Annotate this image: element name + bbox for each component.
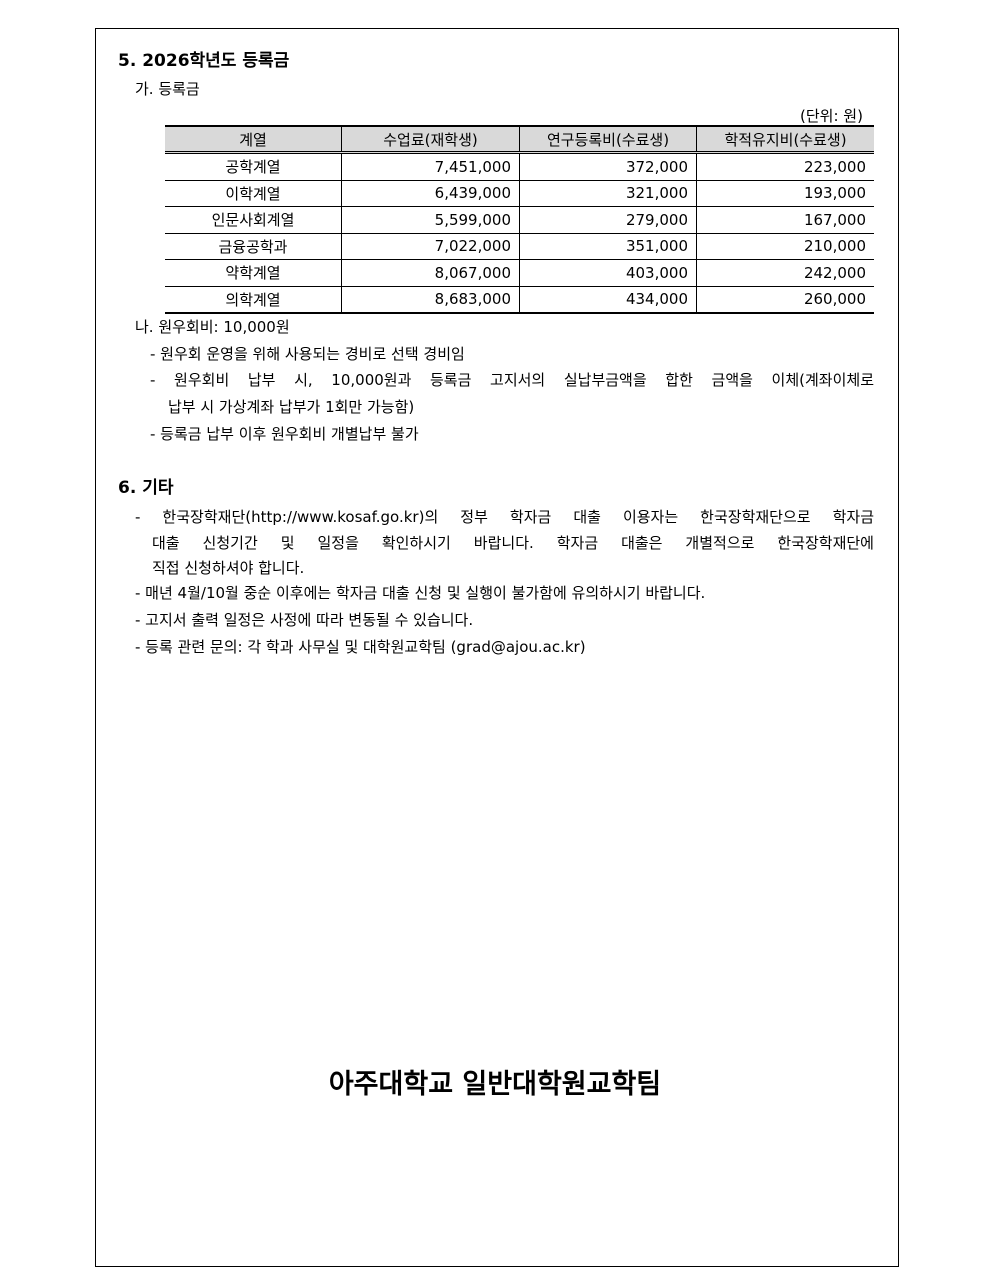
- bullet: - 원우회비 납부 시, 10,000원과 등록금 고지서의 실납부금액을 합한…: [150, 371, 874, 389]
- table-cell: 434,000: [519, 286, 697, 314]
- table-cell: 8,067,000: [341, 259, 520, 287]
- table-row: 인문사회계열 5,599,000 279,000 167,000: [165, 206, 874, 234]
- table-cell: 8,683,000: [341, 286, 520, 314]
- table-cell: 167,000: [696, 206, 874, 234]
- table-cell: 403,000: [519, 259, 697, 287]
- table-cell: 공학계열: [165, 152, 342, 181]
- bullet: - 원우회 운영을 위해 사용되는 경비로 선택 경비임: [150, 345, 465, 363]
- table-cell: 210,000: [696, 233, 874, 260]
- table-row: 금융공학과 7,022,000 351,000 210,000: [165, 233, 874, 260]
- subheading-b: 나. 원우회비: 10,000원: [135, 318, 290, 336]
- page-border: [95, 28, 899, 1267]
- table-cell: 이학계열: [165, 180, 342, 207]
- note-line: - 매년 4월/10월 중순 이후에는 학자금 대출 신청 및 실행이 불가함에…: [135, 584, 706, 602]
- tuition-table: 계열 수업료(재학생) 연구등록비(수료생) 학적유지비(수료생) 공학계열 7,…: [165, 125, 874, 314]
- table-cell: 279,000: [519, 206, 697, 234]
- table-row: 약학계열 8,067,000 403,000 242,000: [165, 259, 874, 287]
- table-cell: 약학계열: [165, 259, 342, 287]
- col-header: 연구등록비(수료생): [519, 125, 697, 154]
- table-cell: 6,439,000: [341, 180, 520, 207]
- table-cell: 351,000: [519, 233, 697, 260]
- table-row: 공학계열 7,451,000 372,000 223,000: [165, 152, 874, 181]
- bullet: - 등록금 납부 이후 원우회비 개별납부 불가: [150, 425, 419, 443]
- col-header: 학적유지비(수료생): [696, 125, 874, 154]
- col-header: 수업료(재학생): [341, 125, 520, 154]
- note-line: - 고지서 출력 일정은 사정에 따라 변동될 수 있습니다.: [135, 611, 474, 629]
- table-row: 이학계열 6,439,000 321,000 193,000: [165, 180, 874, 207]
- unit-label: (단위: 원): [800, 107, 863, 125]
- footer-signature: 아주대학교 일반대학원교학팀: [328, 1069, 662, 1100]
- subheading-a: 가. 등록금: [135, 80, 200, 98]
- bullet-continued: 납부 시 가상계좌 납부가 1회만 가능함): [168, 398, 415, 416]
- note-line: - 한국장학재단(http://www.kosaf.go.kr)의 정부 학자금…: [135, 508, 874, 526]
- note-line: - 등록 관련 문의: 각 학과 사무실 및 대학원교학팀 (grad@ajou…: [135, 638, 586, 656]
- table-cell: 인문사회계열: [165, 206, 342, 234]
- table-cell: 372,000: [519, 152, 697, 181]
- table-cell: 242,000: [696, 259, 874, 287]
- table-cell: 260,000: [696, 286, 874, 314]
- table-cell: 7,022,000: [341, 233, 520, 260]
- section5-title: 5. 2026학년도 등록금: [118, 51, 290, 71]
- table-cell: 5,599,000: [341, 206, 520, 234]
- table-row: 의학계열 8,683,000 434,000 260,000: [165, 286, 874, 314]
- table-cell: 7,451,000: [341, 152, 520, 181]
- table-cell: 금융공학과: [165, 233, 342, 260]
- note-line: 대출 신청기간 및 일정을 확인하시기 바랍니다. 학자금 대출은 개별적으로 …: [152, 534, 874, 552]
- table-cell: 193,000: [696, 180, 874, 207]
- table-cell: 321,000: [519, 180, 697, 207]
- note-line: 직접 신청하셔야 합니다.: [152, 559, 305, 577]
- table-cell: 223,000: [696, 152, 874, 181]
- table-cell: 의학계열: [165, 286, 342, 314]
- col-header: 계열: [165, 125, 342, 154]
- section6-title: 6. 기타: [118, 478, 174, 498]
